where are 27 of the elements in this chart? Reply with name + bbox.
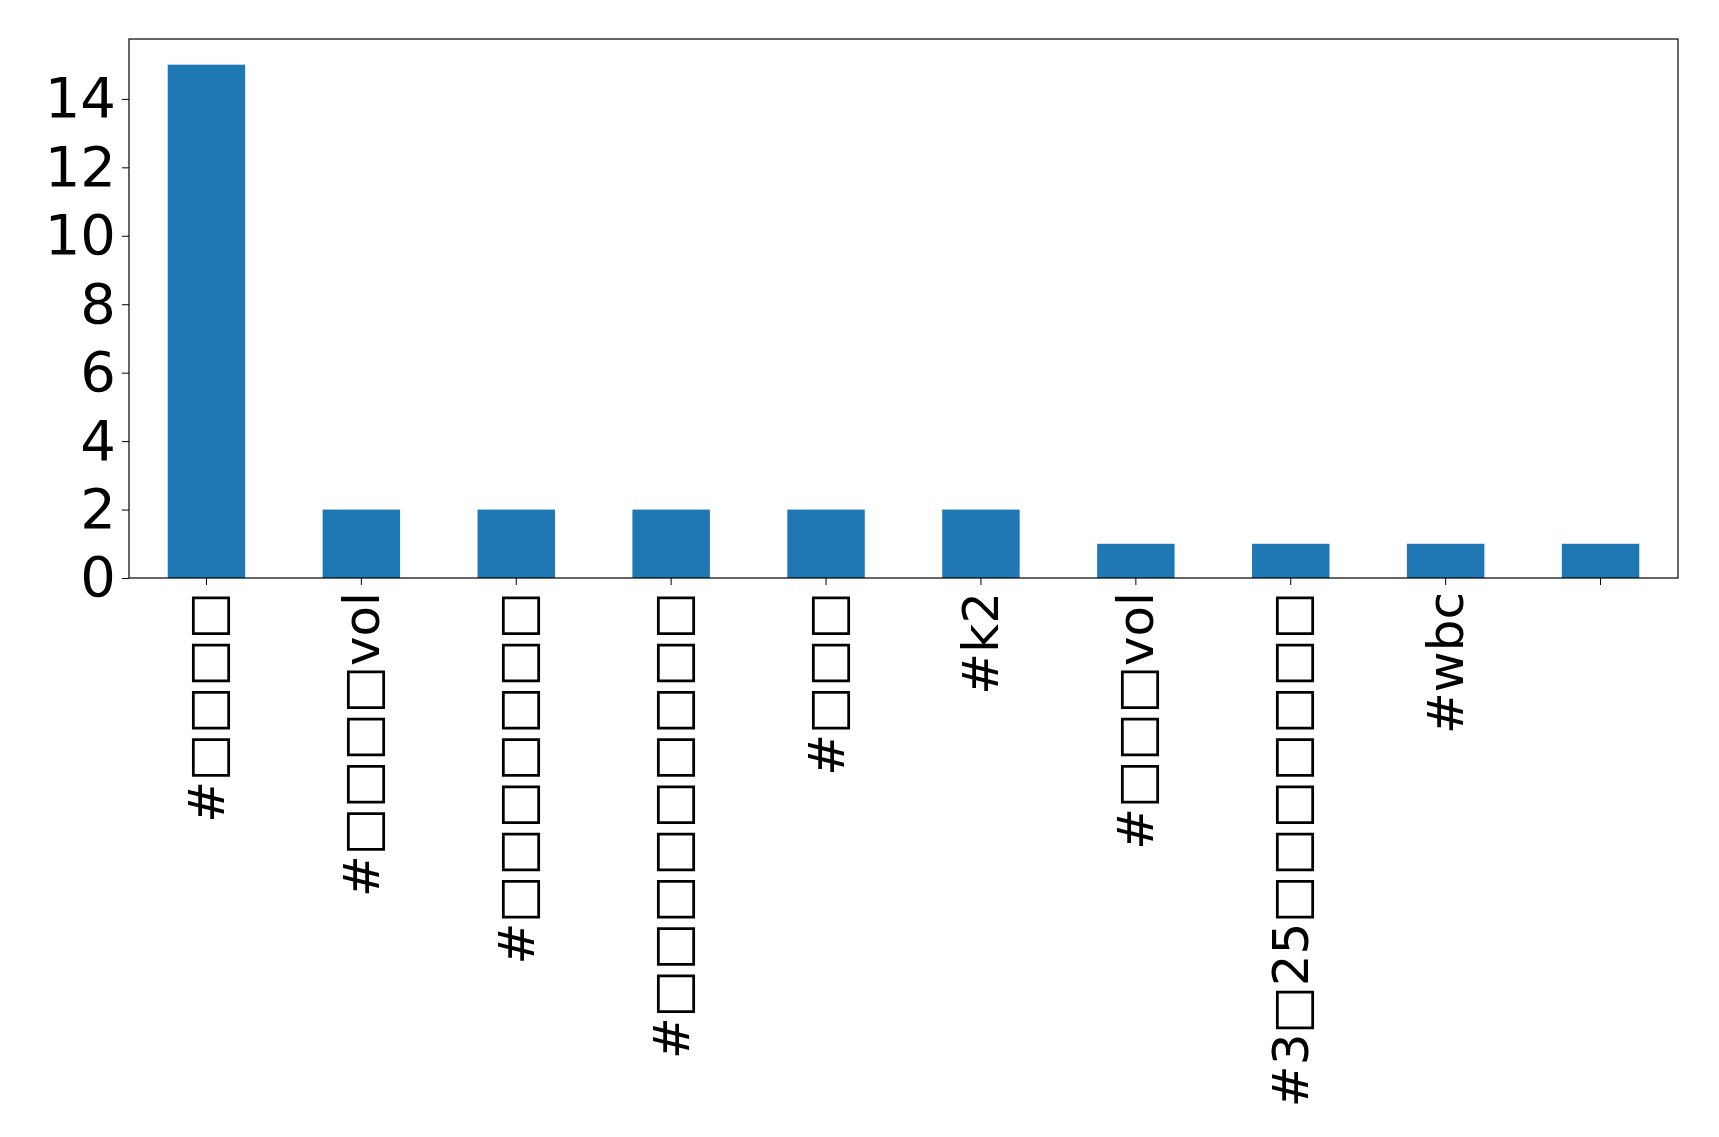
bar [322,509,401,578]
bar [787,509,865,578]
y-tick-label: 8 [80,270,116,336]
y-tick-label: 0 [80,544,116,610]
bar [1406,543,1485,578]
x-tick-label: #k2 [952,592,1011,695]
x-tick-label: #□□□□ [177,592,236,823]
x-tick-label: #□□□□vol [332,592,391,897]
bar [477,509,555,578]
y-tick-label: 2 [80,475,116,541]
bar [632,509,710,578]
bar [1561,543,1640,578]
y-tick-label: 14 [44,65,116,131]
x-tick-label: #□□□□□□□□□ [642,592,701,1060]
bar [1097,543,1175,578]
bar [942,509,1020,578]
y-tick-label: 4 [80,407,116,473]
x-tick-label: #□□□□□□□ [487,592,546,965]
x-tick-label: #□□□vol [1107,592,1166,850]
x-tick-label: #□□□ [797,592,856,776]
y-tick-label: 10 [44,202,116,268]
y-tick-label: 6 [80,339,116,405]
bar [167,64,246,578]
x-tick-label: #wbc [1417,592,1476,735]
x-tick-label: #3□25□□□□□□□ [1262,592,1321,1108]
bar [1252,543,1330,578]
y-tick-label: 12 [44,133,116,199]
